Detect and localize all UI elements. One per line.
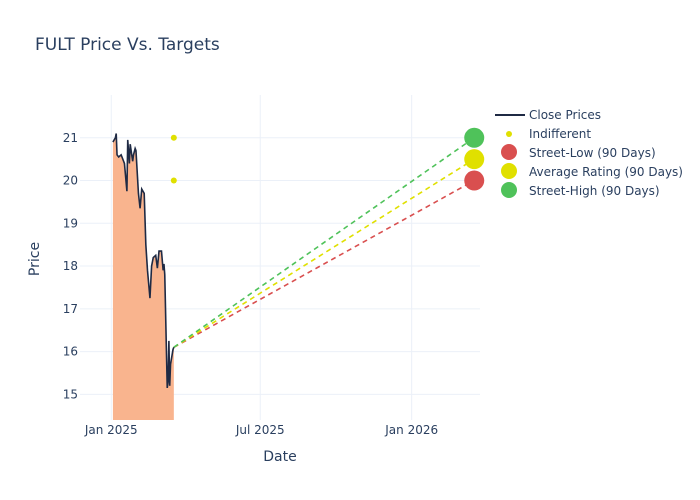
legend-avg-marker — [501, 163, 517, 179]
y-tick-label: 20 — [63, 174, 78, 188]
x-tick-labels: Jan 2025 Jul 2025 Jan 2026 — [84, 423, 438, 437]
indifferent-point — [170, 177, 177, 184]
y-axis-title: Price — [27, 242, 43, 276]
close-area — [112, 133, 174, 421]
street-low-marker — [464, 170, 485, 191]
average-rating-line — [173, 158, 475, 348]
indifferent-point — [170, 134, 177, 141]
legend-close-label: Close Prices — [529, 108, 601, 122]
legend-low-label: Street-Low (90 Days) — [529, 146, 656, 160]
plot-lines — [112, 133, 475, 389]
x-tick-label: Jan 2026 — [384, 423, 438, 437]
legend-avg-label: Average Rating (90 Days) — [529, 165, 683, 179]
legend: Close Prices Indifferent Street-Low (90 … — [495, 108, 683, 198]
legend-indifferent-marker — [506, 131, 512, 137]
x-tick-label: Jan 2025 — [84, 423, 138, 437]
legend-high-marker — [501, 182, 517, 198]
street-high-line — [173, 137, 475, 348]
y-tick-label: 19 — [63, 216, 78, 230]
close-price-line — [112, 133, 175, 389]
y-tick-label: 16 — [63, 345, 78, 359]
legend-indifferent-label: Indifferent — [529, 127, 591, 141]
y-tick-label: 15 — [63, 387, 78, 401]
y-tick-label: 18 — [63, 259, 78, 273]
close-price-area — [112, 133, 174, 421]
x-axis-title: Date — [263, 449, 296, 465]
y-tick-label: 21 — [63, 131, 78, 145]
average-rating-marker — [464, 149, 485, 170]
y-tick-label: 17 — [63, 302, 78, 316]
legend-high-label: Street-High (90 Days) — [529, 184, 660, 198]
street-high-marker — [464, 127, 485, 148]
plot-markers — [170, 127, 485, 191]
street-low-line — [173, 179, 475, 349]
chart-title: FULT Price Vs. Targets — [35, 35, 220, 55]
y-tick-labels: 15 16 17 18 19 20 21 — [63, 131, 78, 402]
x-tick-label: Jul 2025 — [235, 423, 285, 437]
legend-low-marker — [501, 144, 517, 160]
